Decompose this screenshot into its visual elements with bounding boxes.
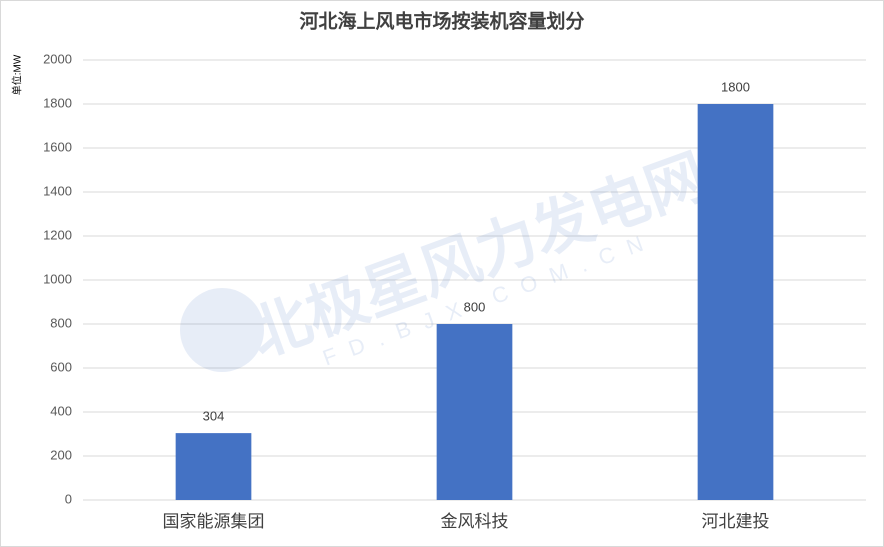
y-tick-label: 1000 [43,271,72,286]
y-tick-label: 1200 [43,227,72,242]
y-tick-label: 1400 [43,183,72,198]
y-tick-label: 800 [50,315,72,330]
value-label: 1800 [721,79,750,94]
bar [697,104,774,500]
value-label: 304 [203,409,225,424]
y-tick-label: 200 [50,447,72,462]
y-tick-label: 400 [50,403,72,418]
y-tick-label: 1600 [43,139,72,154]
y-tick-label: 1800 [43,95,72,110]
y-tick-label: 2000 [43,51,72,66]
value-label: 800 [464,299,486,314]
y-axis-label: 单位:MW [11,54,24,95]
bar [175,433,252,500]
chart-title: 河北海上风电市场按装机容量划分 [299,9,584,32]
x-tick-label: 国家能源集团 [163,512,265,531]
y-tick-label: 0 [65,491,72,506]
bar [436,324,513,500]
x-tick-label: 金风科技 [441,512,509,531]
y-tick-label: 600 [50,359,72,374]
x-tick-label: 河北建投 [702,512,770,531]
watermark-logo [180,288,264,372]
